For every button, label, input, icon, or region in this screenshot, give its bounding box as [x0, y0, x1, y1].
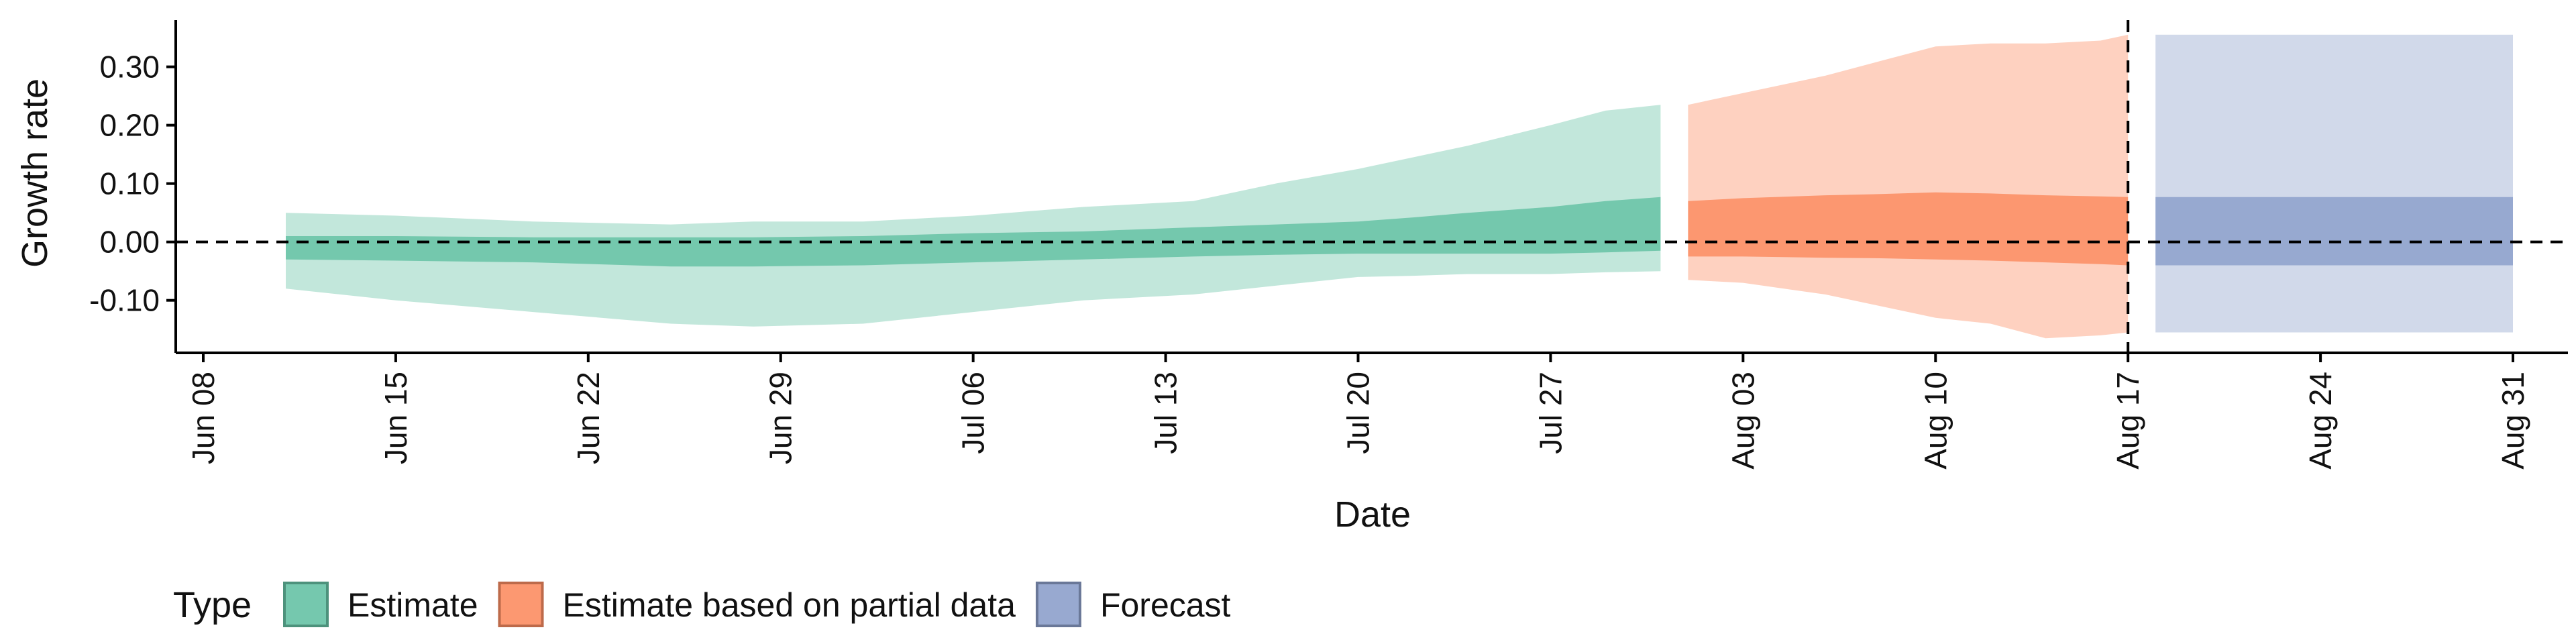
x-tick-label: Aug 03 [1725, 372, 1760, 470]
x-axis-title: Date [1334, 494, 1411, 535]
x-tick-label: Jun 22 [571, 372, 606, 464]
legend-key-estimate-based-on-partial-data [498, 582, 544, 627]
x-tick-label: Jul 06 [956, 372, 991, 454]
estimate-inner-band [286, 197, 1661, 267]
estimate-based-on-partial-data-inner-band [1688, 192, 2129, 266]
x-tick-label: Jul 13 [1148, 372, 1183, 454]
legend: Type Estimate Estimate based on partial d… [173, 582, 1231, 627]
reference-lines [176, 20, 2568, 353]
forecast-outer-band [2155, 34, 2513, 333]
y-axis-title: Growth rate [15, 78, 55, 268]
y-tick-label: -0.10 [89, 283, 160, 318]
legend-label-estimate-based-on-partial-data: Estimate based on partial data [563, 586, 1016, 624]
x-tick-label: Aug 10 [1918, 372, 1953, 470]
x-tick-label: Aug 24 [2303, 372, 2338, 470]
forecast-inner-band [2155, 197, 2513, 266]
legend-key-estimate [283, 582, 329, 627]
legend-key-forecast [1035, 582, 1081, 627]
estimate-based-on-partial-data-outer-band [1688, 34, 2129, 339]
y-tick-label: 0.20 [99, 108, 160, 143]
x-tick-label: Jul 20 [1341, 372, 1376, 454]
legend-label-forecast: Forecast [1100, 586, 1231, 624]
legend-label-estimate: Estimate [347, 586, 478, 624]
x-tick-label: Jun 29 [763, 372, 798, 464]
x-tick-label: Aug 17 [2110, 372, 2145, 470]
x-tick-label: Jun 08 [186, 372, 221, 464]
y-tick-label: 0.00 [99, 225, 160, 260]
x-tick-label: Jun 15 [378, 372, 413, 464]
x-tick-label: Jul 27 [1533, 372, 1568, 454]
y-tick-label: 0.30 [99, 50, 160, 85]
axes: -0.10 0.00 0.10 0.20 0.30 Jun 08 Jun 15 Jun 22 J… [89, 20, 2568, 470]
legend-title: Type [173, 585, 252, 625]
estimate-outer-band [286, 105, 1661, 327]
series-bands [286, 34, 2513, 339]
y-tick-label: 0.10 [99, 166, 160, 201]
x-tick-label: Aug 31 [2496, 372, 2530, 470]
